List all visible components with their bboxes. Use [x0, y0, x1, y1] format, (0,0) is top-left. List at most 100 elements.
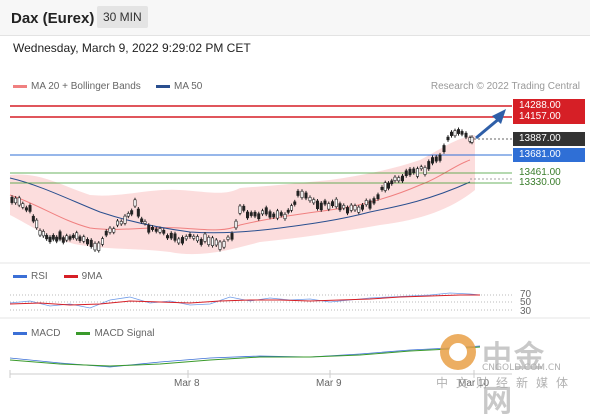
rsi-tick-30: 30	[520, 306, 532, 317]
rsi-9ma-line	[9, 294, 480, 306]
candle-body	[372, 198, 376, 204]
candle-body	[55, 236, 59, 242]
candle-body	[345, 207, 349, 214]
r2-level-tag: 14288.00	[513, 99, 585, 113]
candle-body	[21, 203, 25, 208]
candle-body	[151, 227, 155, 230]
candle-body	[126, 213, 130, 217]
candle-body	[315, 200, 319, 209]
candle-body	[14, 197, 18, 204]
macd-legend: MACD MACD Signal	[13, 328, 154, 339]
candle-body	[108, 227, 112, 233]
candle-body	[453, 130, 457, 137]
candle-body	[75, 232, 79, 240]
candle-body	[68, 236, 72, 240]
candle-body	[364, 200, 368, 206]
candle-body	[140, 218, 144, 223]
ma50-legend-label: MA 50	[174, 81, 203, 92]
candle-body	[460, 131, 464, 135]
candle-body	[434, 156, 438, 162]
candle-body	[234, 220, 238, 229]
candle-body	[268, 211, 272, 218]
cngold-logo-icon	[440, 334, 476, 370]
macd-signal-legend-label: MACD Signal	[94, 328, 155, 339]
candle-body	[188, 233, 192, 238]
bb-swatch	[13, 85, 27, 88]
candle-body	[173, 233, 177, 241]
rsi-tick-50: 50	[520, 297, 532, 308]
candle-body	[456, 129, 460, 134]
rsi-swatch	[13, 275, 27, 278]
candle-body	[207, 236, 211, 246]
candle-body	[112, 228, 116, 233]
forecast-arrow-head	[492, 109, 506, 124]
candle-body	[136, 208, 140, 217]
candle-body	[353, 205, 357, 211]
candle-body	[48, 236, 52, 243]
candle-body	[143, 221, 147, 224]
candle-body	[397, 177, 401, 182]
rsi-ma-swatch	[63, 275, 78, 278]
candle-body	[319, 202, 323, 211]
candle-body	[293, 201, 297, 205]
candle-body	[158, 228, 162, 233]
r1-level-tag: 14157.00	[513, 110, 585, 124]
bollinger-band-area	[10, 135, 475, 255]
x-label-mar10: Mar 10	[458, 378, 490, 389]
rsi-tick-70: 70	[520, 289, 532, 300]
candle-body	[226, 236, 230, 240]
candle-body	[10, 196, 14, 203]
macd-signal-swatch	[76, 332, 91, 335]
candle-body	[31, 215, 35, 222]
candle-body	[38, 230, 42, 236]
candle-body	[412, 168, 416, 173]
x-label-mar8: Mar 8	[174, 378, 200, 389]
candle-body	[199, 239, 203, 245]
candle-body	[253, 211, 257, 217]
candle-body	[214, 239, 218, 246]
candle-body	[154, 228, 158, 232]
rsi-legend: RSI 9MA	[13, 271, 102, 282]
candle-body	[390, 180, 394, 185]
candle-body	[78, 236, 82, 242]
watermark-sub: CNGOLD.COM.CN	[482, 363, 561, 373]
candle-body	[133, 199, 137, 207]
rsi-line	[9, 292, 481, 309]
ma50-legend: MA 50	[156, 81, 202, 92]
candle-body	[323, 200, 327, 205]
candle-body	[116, 220, 120, 226]
candle-body	[289, 205, 293, 211]
candle-body	[162, 230, 166, 234]
candle-body	[35, 219, 39, 229]
macd-line	[9, 345, 481, 368]
candle-body	[286, 209, 290, 213]
candle-body	[442, 145, 446, 153]
candle-body	[93, 243, 97, 251]
candle-body	[249, 212, 253, 216]
candle-body	[166, 235, 170, 239]
bb-legend-label: MA 20 + Bollinger Bands	[31, 81, 141, 92]
candle-body	[330, 201, 334, 207]
rsi-legend-label: RSI	[31, 271, 48, 282]
candle-body	[380, 187, 384, 190]
s2-level-tag: 13330.00	[519, 177, 561, 188]
candle-body	[423, 167, 427, 175]
macd-signal-line	[9, 346, 481, 367]
candle-body	[419, 166, 423, 170]
ma20-line	[9, 159, 471, 231]
price-chart[interactable]	[0, 0, 590, 400]
candle-body	[24, 207, 28, 211]
rsi-ma-legend-label: 9MA	[81, 271, 103, 282]
timeframe-button[interactable]: 30 MIN	[97, 6, 148, 28]
candle-body	[368, 200, 372, 209]
candle-body	[86, 239, 90, 245]
watermark-cn: 中文财经新媒体	[436, 376, 577, 390]
candle-body	[238, 205, 242, 214]
candle-body	[430, 157, 434, 164]
candle-body	[181, 237, 185, 244]
candle-body	[275, 210, 279, 219]
candle-body	[58, 231, 62, 240]
candle-body	[400, 175, 404, 182]
candle-body	[470, 136, 474, 143]
candle-body	[260, 210, 264, 215]
